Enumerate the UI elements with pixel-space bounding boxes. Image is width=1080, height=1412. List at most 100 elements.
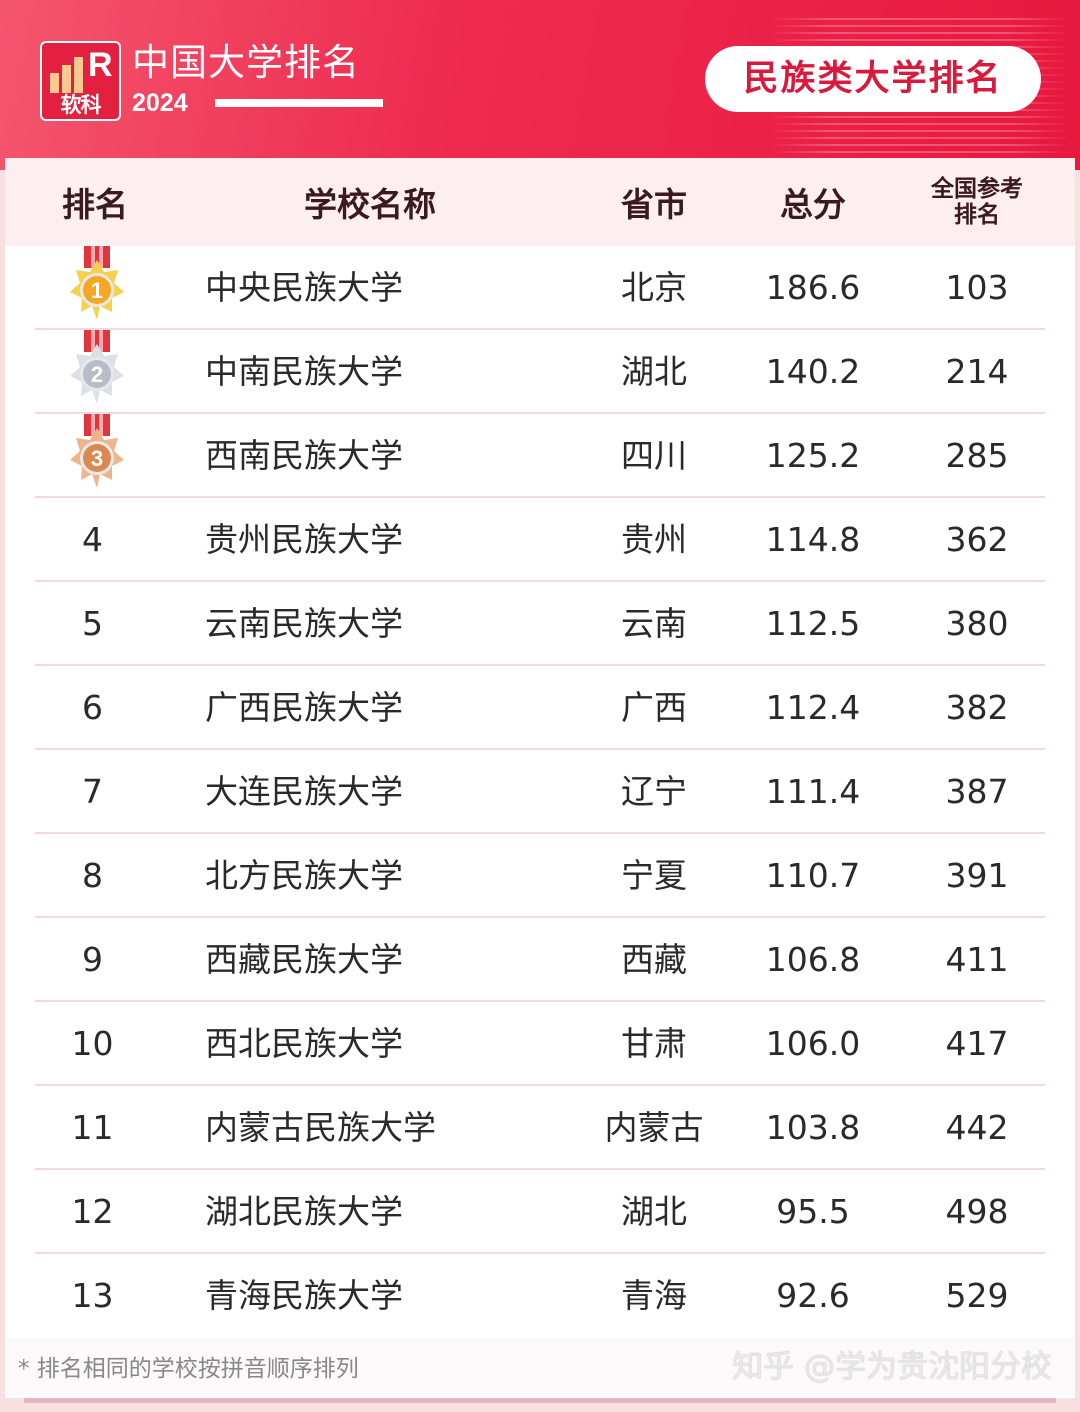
table-row: 12 湖北民族大学 湖北 95.5 498: [5, 1170, 1075, 1254]
rank: 7: [82, 772, 103, 811]
rank: 13: [71, 1276, 114, 1315]
col-national-rank: 全国参考排名: [931, 176, 1023, 228]
gold-medal-icon: 1: [70, 246, 124, 320]
total-score: 103.8: [765, 1108, 861, 1147]
school-name: 西藏民族大学: [205, 940, 403, 979]
bottom-bar: [24, 1398, 1056, 1403]
table-row: 3 西南民族大学 四川 125.2 285: [5, 414, 1075, 498]
table-row: 6 广西民族大学 广西 112.4 382: [5, 666, 1075, 750]
col-school: 学校名称: [304, 185, 436, 224]
footer: [5, 1338, 1075, 1395]
school-name: 北方民族大学: [205, 856, 403, 895]
province: 内蒙古: [604, 1108, 704, 1147]
col-score: 总分: [780, 185, 846, 224]
total-score: 111.4: [765, 772, 861, 811]
school-name: 贵州民族大学: [205, 520, 403, 559]
header-banner: R 软科 中国大学排名 2024 民族类大学排名: [0, 0, 1080, 170]
table-row: 7 大连民族大学 辽宁 111.4 387: [5, 750, 1075, 834]
row-divider: [35, 1000, 1045, 1002]
national-rank: 382: [945, 688, 1009, 727]
row-divider: [35, 328, 1045, 330]
ruanke-logo: R 软科: [40, 41, 121, 121]
national-rank: 103: [945, 268, 1009, 307]
table-row: 1 中央民族大学 北京 186.6 103: [5, 246, 1075, 330]
rank: 5: [82, 604, 103, 643]
school-name: 西南民族大学: [205, 436, 403, 475]
province: 北京: [621, 268, 687, 307]
logo-bar: [50, 73, 59, 93]
brand-title: 中国大学排名: [132, 41, 360, 84]
ranking-table: 排名 学校名称 省市 总分 全国参考排名 1 中央民族大学 北京 186.6 10…: [5, 158, 1075, 1398]
school-name: 中南民族大学: [205, 352, 403, 391]
medal-rank: 1: [91, 278, 103, 303]
total-score: 95.5: [776, 1192, 850, 1231]
rank: 9: [82, 940, 103, 979]
rank: 10: [71, 1024, 114, 1063]
row-divider: [35, 664, 1045, 666]
national-rank: 387: [945, 772, 1009, 811]
national-rank: 498: [945, 1192, 1009, 1231]
province: 湖北: [621, 1192, 687, 1231]
col-rank: 排名: [62, 185, 128, 224]
province: 湖北: [621, 352, 687, 391]
table-row: 5 云南民族大学 云南 112.5 380: [5, 582, 1075, 666]
table-row: 11 内蒙古民族大学 内蒙古 103.8 442: [5, 1086, 1075, 1170]
national-rank: 529: [945, 1276, 1009, 1315]
row-divider: [35, 916, 1045, 918]
school-name: 青海民族大学: [205, 1276, 403, 1315]
logo-bar: [74, 57, 83, 93]
total-score: 112.5: [765, 604, 861, 643]
row-divider: [35, 1168, 1045, 1170]
logo-r-glyph: R: [88, 46, 113, 84]
school-name: 湖北民族大学: [205, 1192, 403, 1231]
table-row: 9 西藏民族大学 西藏 106.8 411: [5, 918, 1075, 1002]
footnote: * 排名相同的学校按拼音顺序排列: [18, 1356, 359, 1382]
province: 宁夏: [621, 856, 687, 895]
table-row: 8 北方民族大学 宁夏 110.7 391: [5, 834, 1075, 918]
row-divider: [35, 496, 1045, 498]
total-score: 114.8: [765, 520, 861, 559]
province: 贵州: [621, 520, 687, 559]
year-underline: [215, 99, 383, 107]
rank: 11: [71, 1108, 114, 1147]
medal-rank: 3: [91, 446, 103, 471]
school-name: 广西民族大学: [205, 688, 403, 727]
rank: 4: [82, 520, 103, 559]
province: 西藏: [621, 940, 687, 979]
province: 云南: [621, 604, 687, 643]
rank: 12: [71, 1192, 114, 1231]
total-score: 112.4: [765, 688, 861, 727]
province: 青海: [621, 1276, 687, 1315]
national-rank: 417: [945, 1024, 1009, 1063]
total-score: 110.7: [765, 856, 861, 895]
col-province: 省市: [621, 185, 687, 224]
row-divider: [35, 748, 1045, 750]
school-name: 云南民族大学: [205, 604, 403, 643]
row-divider: [35, 832, 1045, 834]
table-row: 13 青海民族大学 青海 92.6 529: [5, 1254, 1075, 1338]
national-rank: 214: [945, 352, 1009, 391]
row-divider: [35, 580, 1045, 582]
national-rank: 411: [945, 940, 1009, 979]
logo-text: 软科: [60, 93, 102, 117]
row-divider: [35, 412, 1045, 414]
national-rank: 285: [945, 436, 1009, 475]
total-score: 186.6: [765, 268, 861, 307]
school-name: 中央民族大学: [205, 268, 403, 307]
watermark: 知乎 @学为贵沈阳分校: [732, 1349, 1052, 1385]
school-name: 内蒙古民族大学: [205, 1108, 436, 1147]
total-score: 125.2: [765, 436, 861, 475]
rank: 8: [82, 856, 103, 895]
province: 甘肃: [621, 1024, 687, 1063]
national-rank: 391: [945, 856, 1009, 895]
table-row: 4 贵州民族大学 贵州 114.8 362: [5, 498, 1075, 582]
rank: 6: [82, 688, 103, 727]
table-header: 排名 学校名称 省市 总分 全国参考排名: [5, 158, 1075, 246]
total-score: 106.0: [765, 1024, 861, 1063]
brand-year: 2024: [132, 89, 188, 117]
silver-medal-icon: 2: [70, 330, 124, 404]
school-name: 大连民族大学: [205, 772, 403, 811]
national-rank: 380: [945, 604, 1009, 643]
table-row: 2 中南民族大学 湖北 140.2 214: [5, 330, 1075, 414]
national-rank: 442: [945, 1108, 1009, 1147]
